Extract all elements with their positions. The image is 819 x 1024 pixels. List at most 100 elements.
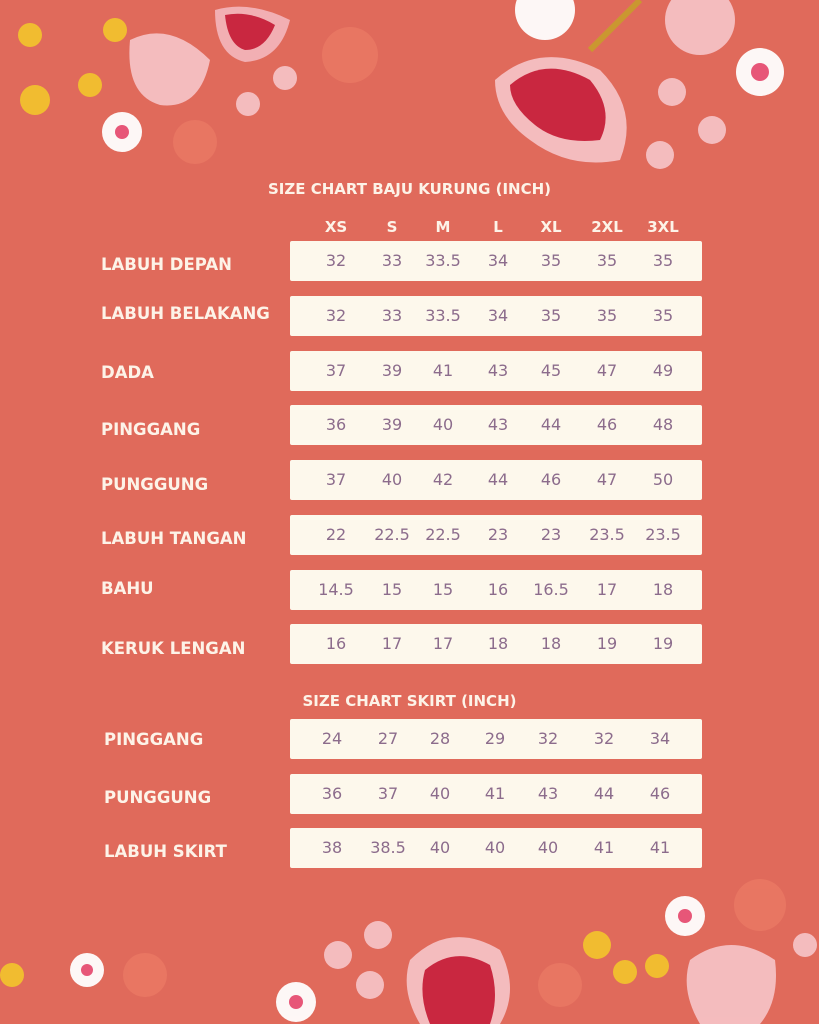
value-cell: 45 bbox=[540, 361, 562, 380]
size-header-s: S bbox=[386, 218, 398, 236]
value-cell: 35 bbox=[596, 306, 618, 325]
value-cell: 40 bbox=[429, 784, 451, 803]
value-cell: 29 bbox=[484, 729, 506, 748]
row-label: LABUH DEPAN bbox=[101, 255, 232, 274]
row-label: KERUK LENGAN bbox=[101, 639, 246, 658]
table-row: 37 40 42 44 46 47 50 bbox=[290, 460, 702, 500]
value-cell: 36 bbox=[325, 415, 347, 434]
value-cell: 33.5 bbox=[425, 306, 461, 325]
value-cell: 27 bbox=[377, 729, 399, 748]
value-cell: 18 bbox=[540, 634, 562, 653]
size-header-xl: XL bbox=[540, 218, 562, 236]
skirt-title: SIZE CHART SKIRT (INCH) bbox=[302, 692, 517, 710]
value-cell: 35 bbox=[596, 251, 618, 270]
table-row: 22 22.5 22.5 23 23 23.5 23.5 bbox=[290, 515, 702, 555]
value-cell: 18 bbox=[487, 634, 509, 653]
value-cell: 33 bbox=[381, 306, 403, 325]
row-label: PINGGANG bbox=[101, 420, 201, 439]
table-row: 32 33 33.5 34 35 35 35 bbox=[290, 241, 702, 281]
value-cell: 17 bbox=[596, 580, 618, 599]
value-cell: 38 bbox=[321, 838, 343, 857]
value-cell: 35 bbox=[652, 306, 674, 325]
value-cell: 34 bbox=[649, 729, 671, 748]
row-label: PUNGGUNG bbox=[104, 788, 212, 807]
value-cell: 33.5 bbox=[425, 251, 461, 270]
value-cell: 47 bbox=[596, 470, 618, 489]
table-row: 38 38.5 40 40 40 41 41 bbox=[290, 828, 702, 868]
row-label: LABUH SKIRT bbox=[104, 842, 227, 861]
value-cell: 17 bbox=[381, 634, 403, 653]
value-cell: 34 bbox=[487, 306, 509, 325]
value-cell: 49 bbox=[652, 361, 674, 380]
value-cell: 22.5 bbox=[425, 525, 461, 544]
value-cell: 38.5 bbox=[370, 838, 406, 857]
value-cell: 41 bbox=[484, 784, 506, 803]
value-cell: 34 bbox=[487, 251, 509, 270]
table-row: 37 39 41 43 45 47 49 bbox=[290, 351, 702, 391]
value-cell: 15 bbox=[381, 580, 403, 599]
table-row: 36 39 40 43 44 46 48 bbox=[290, 405, 702, 445]
value-cell: 23.5 bbox=[589, 525, 625, 544]
row-label: PUNGGUNG bbox=[101, 475, 209, 494]
value-cell: 41 bbox=[432, 361, 454, 380]
table-row: 36 37 40 41 43 44 46 bbox=[290, 774, 702, 814]
value-cell: 46 bbox=[540, 470, 562, 489]
value-cell: 46 bbox=[596, 415, 618, 434]
value-cell: 37 bbox=[377, 784, 399, 803]
value-cell: 23 bbox=[487, 525, 509, 544]
value-cell: 23.5 bbox=[645, 525, 681, 544]
value-cell: 40 bbox=[429, 838, 451, 857]
value-cell: 18 bbox=[652, 580, 674, 599]
table-row: 32 33 33.5 34 35 35 35 bbox=[290, 296, 702, 336]
value-cell: 46 bbox=[649, 784, 671, 803]
table-row: 14.5 15 15 16 16.5 17 18 bbox=[290, 570, 702, 610]
value-cell: 35 bbox=[540, 251, 562, 270]
value-cell: 16 bbox=[487, 580, 509, 599]
value-cell: 43 bbox=[487, 361, 509, 380]
row-label: BAHU bbox=[101, 579, 154, 598]
value-cell: 33 bbox=[381, 251, 403, 270]
value-cell: 19 bbox=[652, 634, 674, 653]
value-cell: 22.5 bbox=[374, 525, 410, 544]
value-cell: 23 bbox=[540, 525, 562, 544]
value-cell: 28 bbox=[429, 729, 451, 748]
value-cell: 14.5 bbox=[318, 580, 354, 599]
value-cell: 43 bbox=[487, 415, 509, 434]
value-cell: 32 bbox=[325, 251, 347, 270]
row-label: DADA bbox=[101, 363, 154, 382]
value-cell: 37 bbox=[325, 470, 347, 489]
value-cell: 17 bbox=[432, 634, 454, 653]
value-cell: 44 bbox=[540, 415, 562, 434]
value-cell: 42 bbox=[432, 470, 454, 489]
table-row: 16 17 17 18 18 19 19 bbox=[290, 624, 702, 664]
value-cell: 44 bbox=[593, 784, 615, 803]
value-cell: 32 bbox=[325, 306, 347, 325]
value-cell: 19 bbox=[596, 634, 618, 653]
size-header-m: M bbox=[435, 218, 451, 236]
value-cell: 39 bbox=[381, 415, 403, 434]
value-cell: 24 bbox=[321, 729, 343, 748]
value-cell: 16 bbox=[325, 634, 347, 653]
value-cell: 40 bbox=[537, 838, 559, 857]
value-cell: 40 bbox=[484, 838, 506, 857]
value-cell: 35 bbox=[540, 306, 562, 325]
size-header-2xl: 2XL bbox=[591, 218, 623, 236]
value-cell: 40 bbox=[432, 415, 454, 434]
value-cell: 50 bbox=[652, 470, 674, 489]
row-label: LABUH TANGAN bbox=[101, 529, 247, 548]
row-label: PINGGANG bbox=[104, 730, 204, 749]
size-header-xs: XS bbox=[324, 218, 348, 236]
value-cell: 32 bbox=[537, 729, 559, 748]
value-cell: 47 bbox=[596, 361, 618, 380]
value-cell: 41 bbox=[649, 838, 671, 857]
baju-title: SIZE CHART BAJU KURUNG (INCH) bbox=[267, 180, 552, 198]
value-cell: 44 bbox=[487, 470, 509, 489]
value-cell: 22 bbox=[325, 525, 347, 544]
value-cell: 41 bbox=[593, 838, 615, 857]
table-row: 24 27 28 29 32 32 34 bbox=[290, 719, 702, 759]
value-cell: 37 bbox=[325, 361, 347, 380]
value-cell: 15 bbox=[432, 580, 454, 599]
value-cell: 36 bbox=[321, 784, 343, 803]
size-header-3xl: 3XL bbox=[647, 218, 679, 236]
